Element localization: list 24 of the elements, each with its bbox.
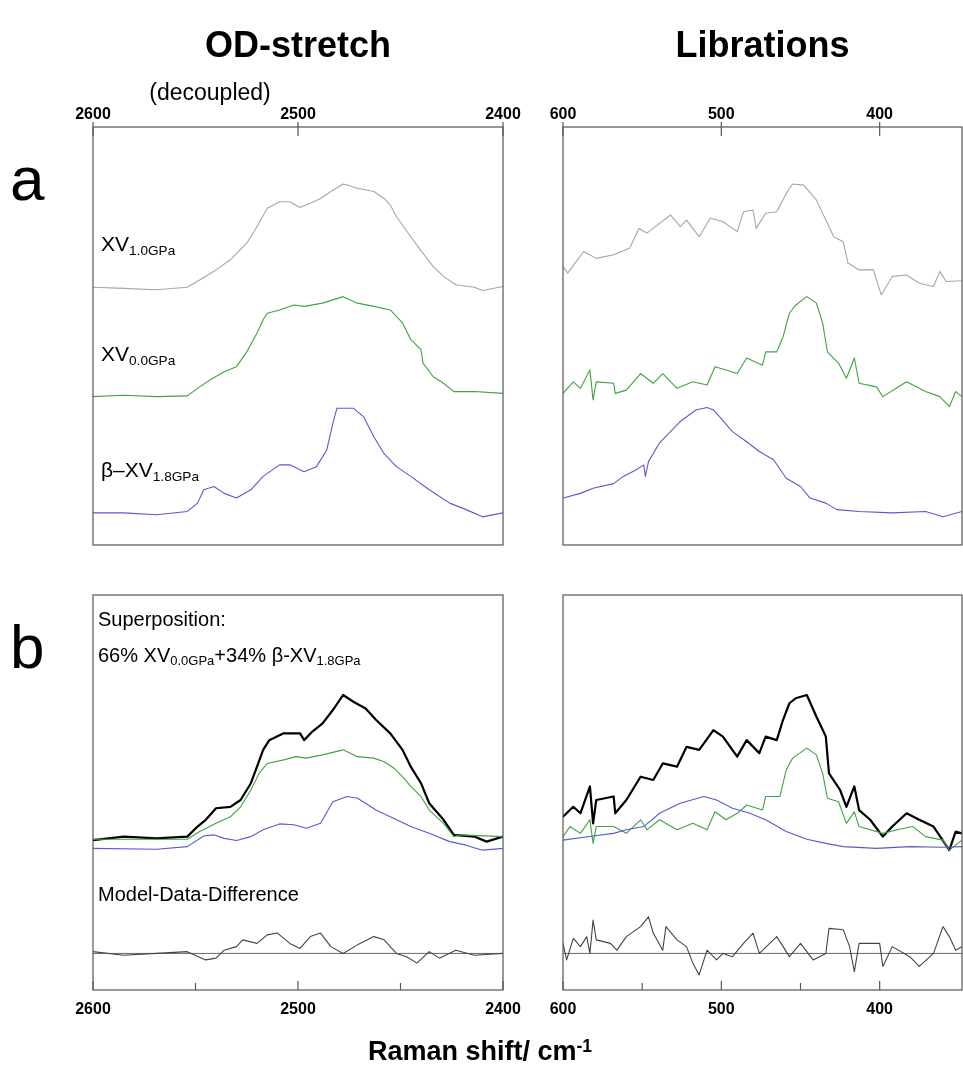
x-tick-label: 2400 [485,105,521,122]
x-tick-label: 400 [866,1000,894,1017]
chart-title: Librations [675,24,850,65]
text: Superposition: [98,608,226,630]
x-tick-label: 2500 [280,105,316,122]
x-tick-label: 500 [707,1000,735,1017]
x-tick-label: 2400 [485,1000,521,1017]
x-tick-label: 2500 [280,1000,316,1017]
chart-subtitle: (decoupled) [149,79,271,105]
x-tick-label: 2600 [75,1000,111,1017]
text: a [10,144,45,213]
annotation: Model-Data-Difference [98,883,299,905]
chart-title: OD-stretch [204,24,392,65]
x-tick-label: 400 [866,105,894,122]
series-label: XV$_{0.0GPa}$ [101,341,176,368]
series-label: β–XV$_{1.8GPa}$ [101,457,200,484]
text: b [10,612,45,681]
x-tick-label: 2600 [75,105,111,122]
x-axis-title: Raman shift/ cm$^{-1}$ [367,1035,593,1066]
x-tick-label: 500 [707,105,735,122]
x-tick-label: 600 [549,1000,577,1017]
text: 66% XV$_{0.0GPa}$+34% β-XV$_{1.8GPa}$ [98,644,362,669]
x-tick-label: 600 [549,105,577,122]
series-label: XV$_{1.0GPa}$ [101,232,176,258]
